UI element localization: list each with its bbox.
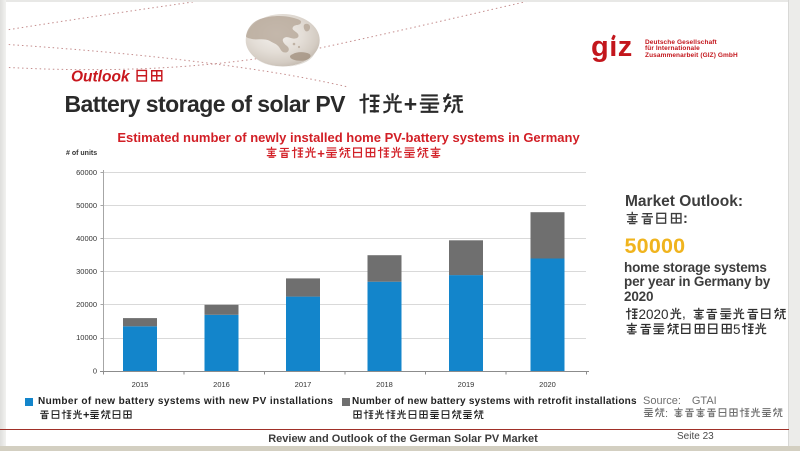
svg-text:2017: 2017 bbox=[295, 380, 312, 389]
svg-text:30000: 30000 bbox=[76, 267, 97, 276]
svg-text:2019: 2019 bbox=[458, 380, 475, 389]
svg-text:2018: 2018 bbox=[376, 380, 393, 389]
svg-text:2015: 2015 bbox=[132, 380, 149, 389]
svg-text:60000: 60000 bbox=[76, 168, 97, 177]
svg-text:50000: 50000 bbox=[76, 201, 97, 210]
svg-text:2020: 2020 bbox=[539, 380, 556, 389]
svg-text:40000: 40000 bbox=[76, 234, 97, 243]
svg-text:10000: 10000 bbox=[76, 333, 97, 342]
svg-text:0: 0 bbox=[93, 367, 97, 376]
svg-text:2016: 2016 bbox=[213, 380, 230, 389]
svg-text:20000: 20000 bbox=[76, 300, 97, 309]
